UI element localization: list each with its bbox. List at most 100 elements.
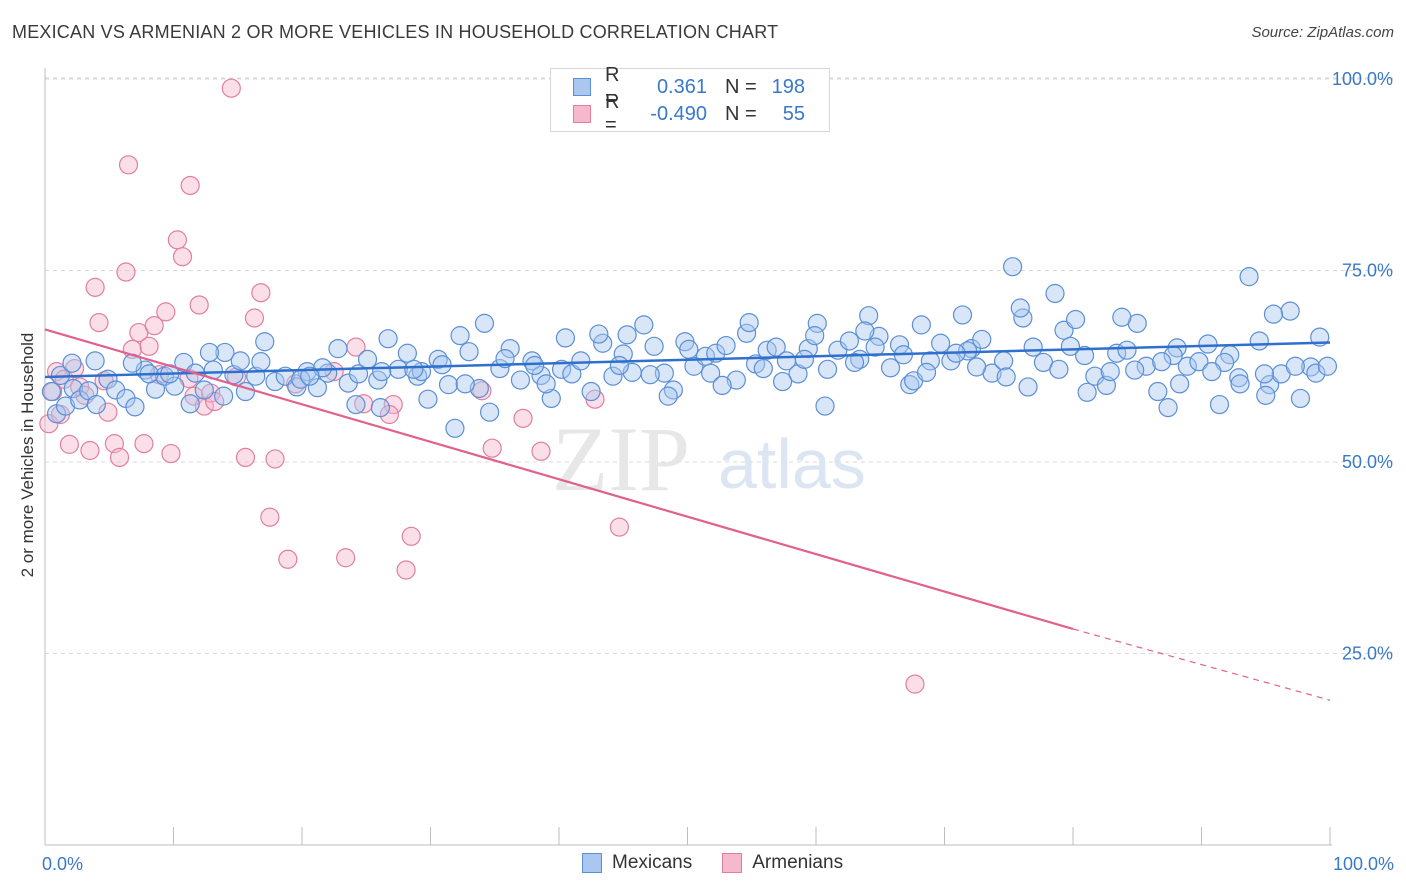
armenians-point [144, 316, 164, 336]
mexicans-point [634, 315, 654, 335]
mexicans-point [916, 362, 937, 382]
legend-n-label: N = [725, 102, 757, 125]
mexicans-point [640, 365, 660, 385]
mexicans-point [609, 355, 629, 376]
mexicans-point [589, 324, 609, 344]
mexicans-point [265, 371, 285, 392]
armenians-point [80, 440, 100, 461]
mexicans-point [1263, 304, 1284, 324]
armenians-point [401, 526, 421, 546]
mexicans-point [1230, 374, 1250, 394]
armenians-point [89, 312, 109, 333]
armenians-point [221, 78, 241, 98]
watermark: ZIP atlas [552, 408, 866, 510]
mexicans-point [1049, 359, 1069, 379]
watermark-zip: ZIP [552, 408, 690, 510]
legend-row-armenians: R = -0.490 N = 55 [573, 91, 805, 136]
mexicans-point [900, 375, 920, 395]
mexicans-point [41, 381, 62, 402]
mexicans-point [165, 376, 185, 396]
legend-swatch-armenians [573, 105, 591, 123]
armenians-point [905, 674, 925, 694]
mexicans-point [357, 349, 378, 369]
mexicans-point [617, 325, 637, 345]
mexicans-point [911, 315, 931, 335]
mexicans-point [230, 351, 250, 371]
mexicans-point [180, 394, 200, 414]
mexicans-point [807, 313, 827, 333]
legend-r-label: R = [605, 91, 620, 136]
mexicans-point [541, 388, 561, 409]
mexicans-point [62, 353, 82, 373]
armenians-point [336, 548, 356, 568]
legend-n-label: N = [725, 75, 757, 98]
mexicans-point [1117, 340, 1137, 360]
bottom-legend-armenians[interactable]: Armenians [722, 852, 843, 874]
mexicans-point [1285, 356, 1305, 376]
mexicans-point [1003, 257, 1023, 277]
legend-row-mexicans: R = 0.361 N = 198 [573, 64, 805, 109]
armenians-point [235, 447, 256, 468]
mexicans-point [994, 351, 1014, 371]
mexicans-point [716, 335, 736, 356]
mexicans-point [199, 342, 220, 363]
legend: R = 0.361 N = 198 R = -0.490 N = 55 [550, 64, 830, 136]
armenians-point [98, 402, 118, 422]
mexicans-point [85, 351, 105, 371]
mexicans-swatch [582, 853, 602, 873]
mexicans-point [855, 321, 875, 341]
armenians-point [85, 277, 105, 297]
mexicans-point [388, 359, 408, 379]
mexicans-point [1065, 309, 1086, 330]
mexicans-point [1256, 385, 1276, 405]
mexicans-point [1239, 267, 1259, 287]
bottom-legend-mexicans[interactable]: Mexicans [582, 852, 692, 874]
mexicans-point [753, 358, 773, 379]
legend-r-value: 0.361 [656, 75, 707, 98]
mexicans-point [1100, 362, 1120, 382]
mexicans-point [194, 380, 214, 400]
mexicans-point [967, 357, 987, 377]
armenians-point [513, 408, 533, 428]
mexicans-point [1301, 357, 1321, 377]
legend-r-value: -0.490 [650, 102, 707, 125]
mexicans-point [404, 359, 424, 379]
mexicans-point [86, 394, 107, 415]
mexicans-point [880, 358, 901, 378]
mexicans-point [794, 349, 815, 369]
mexicans-point [931, 333, 951, 353]
armenians-point [260, 507, 280, 527]
mexicans-point [1158, 398, 1178, 418]
mexicans-point [1306, 363, 1326, 383]
mexicans-point [55, 396, 76, 416]
armenians-point [324, 362, 344, 382]
armenians-point [134, 434, 154, 454]
mexicans-point [480, 402, 500, 422]
mexicans-point [1112, 307, 1132, 327]
mexicans-point [766, 337, 786, 357]
mexicans-trend-line [44, 341, 1331, 379]
mexicans-point [865, 337, 885, 357]
mexicans-point [613, 344, 633, 364]
mexicans-point [346, 394, 366, 415]
mexicans-point [815, 396, 835, 416]
mexicans-point [1202, 362, 1222, 382]
legend-n-value: 198 [771, 75, 805, 98]
mexicans-point [1177, 356, 1197, 376]
mexicans-point [524, 355, 545, 376]
armenians-point [278, 549, 298, 569]
mexicans-point [418, 389, 438, 409]
mexicans-point [701, 363, 721, 383]
mexicans-point [300, 366, 320, 386]
mexicans-point [562, 364, 582, 384]
trend-lines [44, 328, 1331, 701]
armenians-point [59, 434, 80, 454]
mexicans-point [1010, 298, 1030, 318]
mexicans-point [1125, 360, 1145, 380]
mexicans-point [1152, 352, 1172, 372]
armenians-point [482, 438, 502, 458]
mexicans-point [370, 398, 390, 418]
mexicans-point [372, 362, 392, 382]
source-label: Source: ZipAtlas.com [1251, 24, 1394, 41]
